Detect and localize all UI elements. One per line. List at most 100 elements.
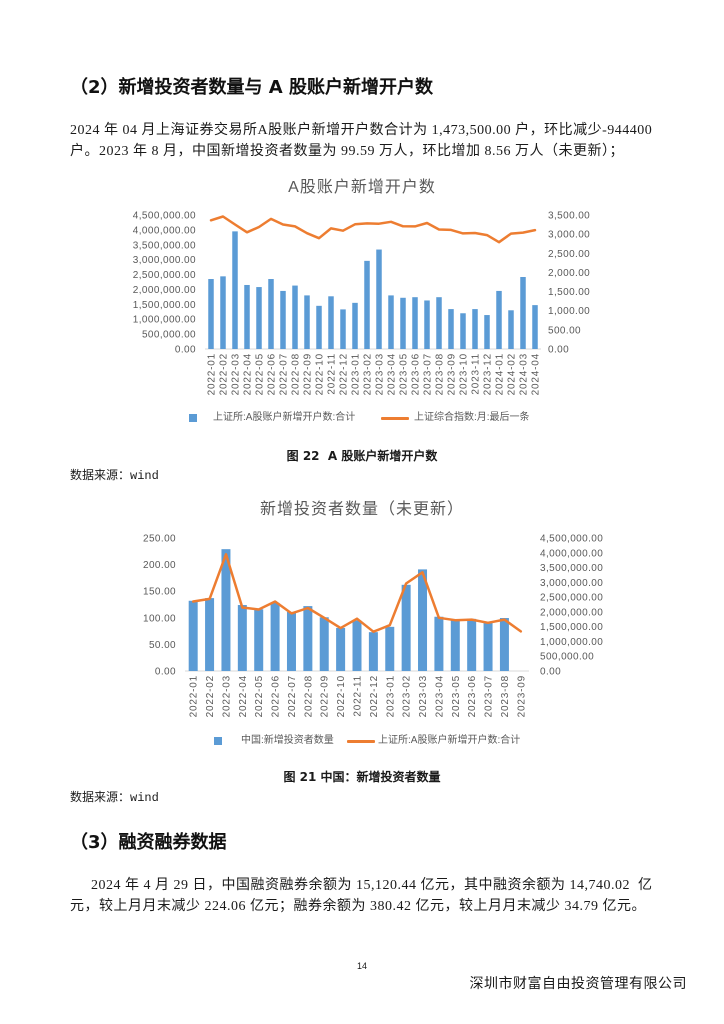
bar <box>436 297 442 349</box>
chart-plot: 0.00 500,000.00 1,000,000.00 1,500,000.00 2,… <box>133 211 590 396</box>
legend-line-swatch <box>381 417 409 420</box>
x-tick-label: 2022-04 <box>243 353 254 395</box>
x-tick-label: 2022-05 <box>255 353 266 395</box>
x-tick-label: 2023-06 <box>467 675 478 717</box>
y-tick-label-right: 3,500,000.00 <box>540 563 603 574</box>
data-source: 数据来源：wind <box>70 469 159 483</box>
page-number: 14 <box>356 961 367 971</box>
bar <box>286 611 296 671</box>
x-tick-label: 2022-01 <box>207 353 218 395</box>
x-tick-label: 2023-04 <box>387 353 398 395</box>
bar <box>450 619 460 671</box>
y-tick-label-left: 3,500,000.00 <box>133 240 196 251</box>
bar <box>336 627 346 671</box>
x-tick-label: 2023-06 <box>411 353 422 395</box>
bar <box>401 584 411 671</box>
bar <box>388 295 394 349</box>
y-tick-label-right: 1,000.00 <box>548 306 590 317</box>
x-tick-label: 2022-11 <box>327 353 338 395</box>
legend-label: 上证所:A股账户新增开户数:合计 <box>213 412 356 423</box>
bar <box>304 295 310 349</box>
x-tick-label: 2022-01 <box>189 675 200 717</box>
x-tick-label: 2022-07 <box>287 675 298 717</box>
x-tick-label: 2023-11 <box>471 353 482 395</box>
y-tick-label-left: 500,000.00 <box>142 330 196 341</box>
bar <box>460 313 466 349</box>
bar <box>400 297 406 349</box>
paragraph-line: 2024 年 4 月 29 日，中国融资融券余额为 15,120.44 亿元，其… <box>91 878 653 893</box>
chart-plot: 0.00 50.00 100.00 150.00 200.00 250.00 0.00 500… <box>143 534 603 718</box>
bar <box>412 297 418 349</box>
bar <box>385 626 395 671</box>
x-tick-label: 2022-10 <box>315 353 326 395</box>
figure-caption: 图 21 中国：新增投资者数量 <box>283 770 441 784</box>
x-tick-label: 2023-08 <box>500 675 511 717</box>
y-tick-label-left: 4,500,000.00 <box>133 211 196 222</box>
x-tick-label: 2022-06 <box>267 353 278 395</box>
figure-caption: 图 22 A 股账户新增开户数 <box>286 449 438 463</box>
bar <box>328 296 334 349</box>
bar <box>467 618 477 671</box>
bar <box>483 622 493 671</box>
paragraph-line: 2024 年 04 月上海证券交易所A股账户新增开户数合计为 1,473,500… <box>70 123 653 138</box>
bar <box>256 287 262 349</box>
bar <box>532 305 538 349</box>
x-tick-label: 2024-02 <box>507 353 518 395</box>
y-tick-label-left: 0.00 <box>155 667 176 678</box>
bar <box>424 300 430 349</box>
bar <box>499 618 509 671</box>
bar <box>434 616 444 671</box>
bar <box>368 632 378 671</box>
y-tick-label-left: 200.00 <box>143 560 176 571</box>
y-tick-label-left: 4,000,000.00 <box>133 225 196 236</box>
footer-company-name: 深圳市财富自由投资管理有限公司 <box>469 977 687 992</box>
y-tick-label-right: 500,000.00 <box>540 652 594 663</box>
legend-label: 上证综合指数:月:最后一条 <box>414 412 530 423</box>
bar <box>484 315 490 349</box>
bar <box>268 279 274 349</box>
x-tick-label: 2022-03 <box>231 353 242 395</box>
y-tick-label-right: 3,000,000.00 <box>540 578 603 589</box>
y-tick-label-right: 4,500,000.00 <box>540 534 603 545</box>
y-tick-label-left: 250.00 <box>143 534 176 545</box>
bar <box>237 605 247 671</box>
x-tick-label: 2022-08 <box>291 353 302 395</box>
bar <box>316 305 322 349</box>
x-tick-label: 2024-01 <box>495 353 506 395</box>
x-tick-label: 2024-03 <box>519 353 530 395</box>
bar <box>472 309 478 349</box>
line-series <box>209 215 537 244</box>
x-tick-label: 2022-05 <box>254 675 265 717</box>
bar <box>208 279 214 349</box>
y-tick-label-right: 4,000,000.00 <box>540 548 603 559</box>
data-source: 数据来源：wind <box>70 791 159 805</box>
x-tick-label: 2023-10 <box>459 353 470 395</box>
bar <box>303 606 313 671</box>
bar <box>254 609 264 671</box>
y-tick-label-right: 0.00 <box>540 667 561 678</box>
y-tick-label-left: 1,000,000.00 <box>133 315 196 326</box>
bar <box>418 569 428 671</box>
y-tick-label-left: 2,500,000.00 <box>133 270 196 281</box>
y-tick-label-left: 2,000,000.00 <box>133 285 196 296</box>
y-tick-label-right: 500.00 <box>548 325 581 336</box>
legend-bar-swatch <box>214 737 222 745</box>
chart-title: A股账户新增开户数 <box>288 179 436 196</box>
x-tick-label: 2022-07 <box>279 353 290 395</box>
bar <box>205 598 215 671</box>
x-tick-label: 2024-04 <box>531 353 542 395</box>
y-tick-label-right: 3,500.00 <box>548 211 590 222</box>
x-tick-label: 2023-07 <box>423 353 434 395</box>
x-tick-label: 2023-01 <box>351 353 362 395</box>
y-tick-label-right: 2,500,000.00 <box>540 593 603 604</box>
legend-bar-swatch <box>189 414 197 422</box>
x-tick-label: 2023-07 <box>484 675 495 717</box>
x-tick-label: 2023-05 <box>399 353 410 395</box>
x-tick-label: 2022-02 <box>205 675 216 717</box>
x-tick-label: 2022-03 <box>221 675 232 717</box>
paragraph-line: 户。2023 年 8 月，中国新增投资者数量为 99.59 万人，环比增加 8.… <box>70 144 624 159</box>
x-tick-label: 2023-08 <box>435 353 446 395</box>
y-tick-label-right: 1,500,000.00 <box>540 622 603 633</box>
bar <box>508 310 514 349</box>
bar <box>244 284 250 349</box>
